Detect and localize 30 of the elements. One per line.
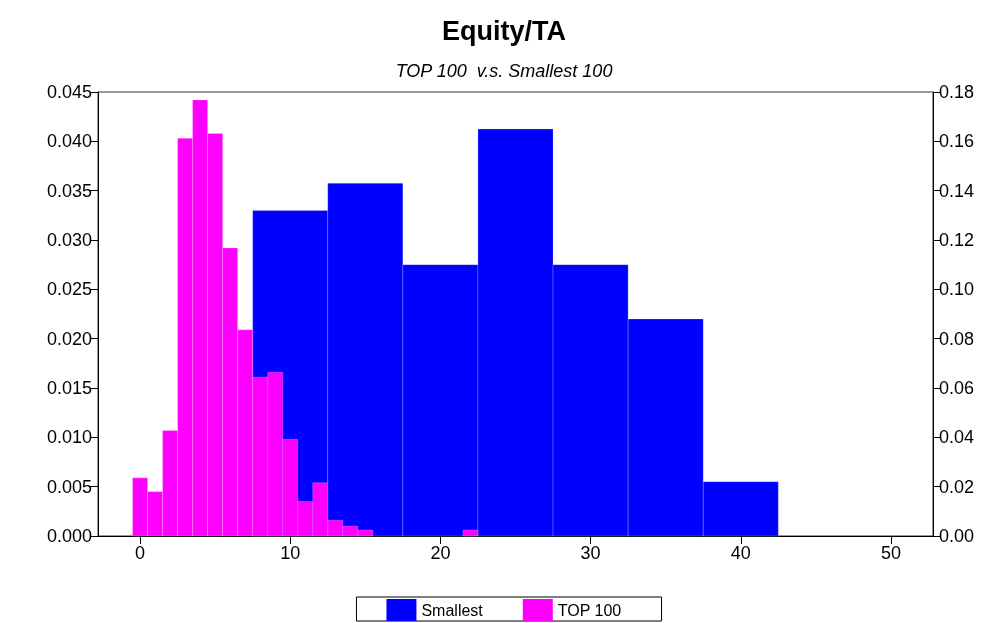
legend-label: TOP 100 bbox=[557, 601, 622, 619]
y2-tick-label: 0.10 bbox=[939, 279, 975, 300]
x-tick-label: 10 bbox=[280, 543, 301, 563]
y-tick-label: 0.000 bbox=[46, 526, 92, 546]
y2-tick-label: 0.16 bbox=[939, 131, 975, 152]
y-tick-label: 0.035 bbox=[46, 180, 92, 201]
x-tick-label: 50 bbox=[880, 543, 901, 563]
y2-tick-label: 0.06 bbox=[939, 378, 975, 398]
chart-title: Equity/TA bbox=[442, 15, 566, 46]
y2-tick-label: 0.04 bbox=[939, 427, 975, 448]
y-tick-label: 0.020 bbox=[46, 328, 92, 349]
y2-tick-label: 0.00 bbox=[939, 526, 975, 546]
x-tick-label: 0 bbox=[135, 543, 146, 563]
y-tick-label: 0.045 bbox=[46, 82, 92, 102]
x-tick-label: 30 bbox=[580, 543, 601, 563]
y-tick-label: 0.005 bbox=[46, 476, 92, 497]
y-tick-label: 0.040 bbox=[46, 131, 92, 152]
x-tick-label: 20 bbox=[430, 543, 451, 563]
y-tick-label: 0.015 bbox=[46, 378, 92, 398]
y-tick-label: 0.030 bbox=[46, 230, 92, 250]
y-tick-label: 0.010 bbox=[46, 427, 92, 448]
y2-tick-label: 0.08 bbox=[939, 328, 975, 349]
y2-tick-label: 0.14 bbox=[939, 180, 975, 201]
x-tick-label: 40 bbox=[730, 543, 751, 563]
chart-subtitle: TOP 100 v.s. Smallest 100 bbox=[395, 61, 613, 81]
y-tick-label: 0.025 bbox=[46, 279, 92, 300]
y2-tick-label: 0.18 bbox=[939, 82, 975, 102]
legend-label: Smallest bbox=[421, 601, 484, 619]
y2-tick-label: 0.12 bbox=[939, 230, 975, 250]
y2-tick-label: 0.02 bbox=[939, 476, 975, 497]
